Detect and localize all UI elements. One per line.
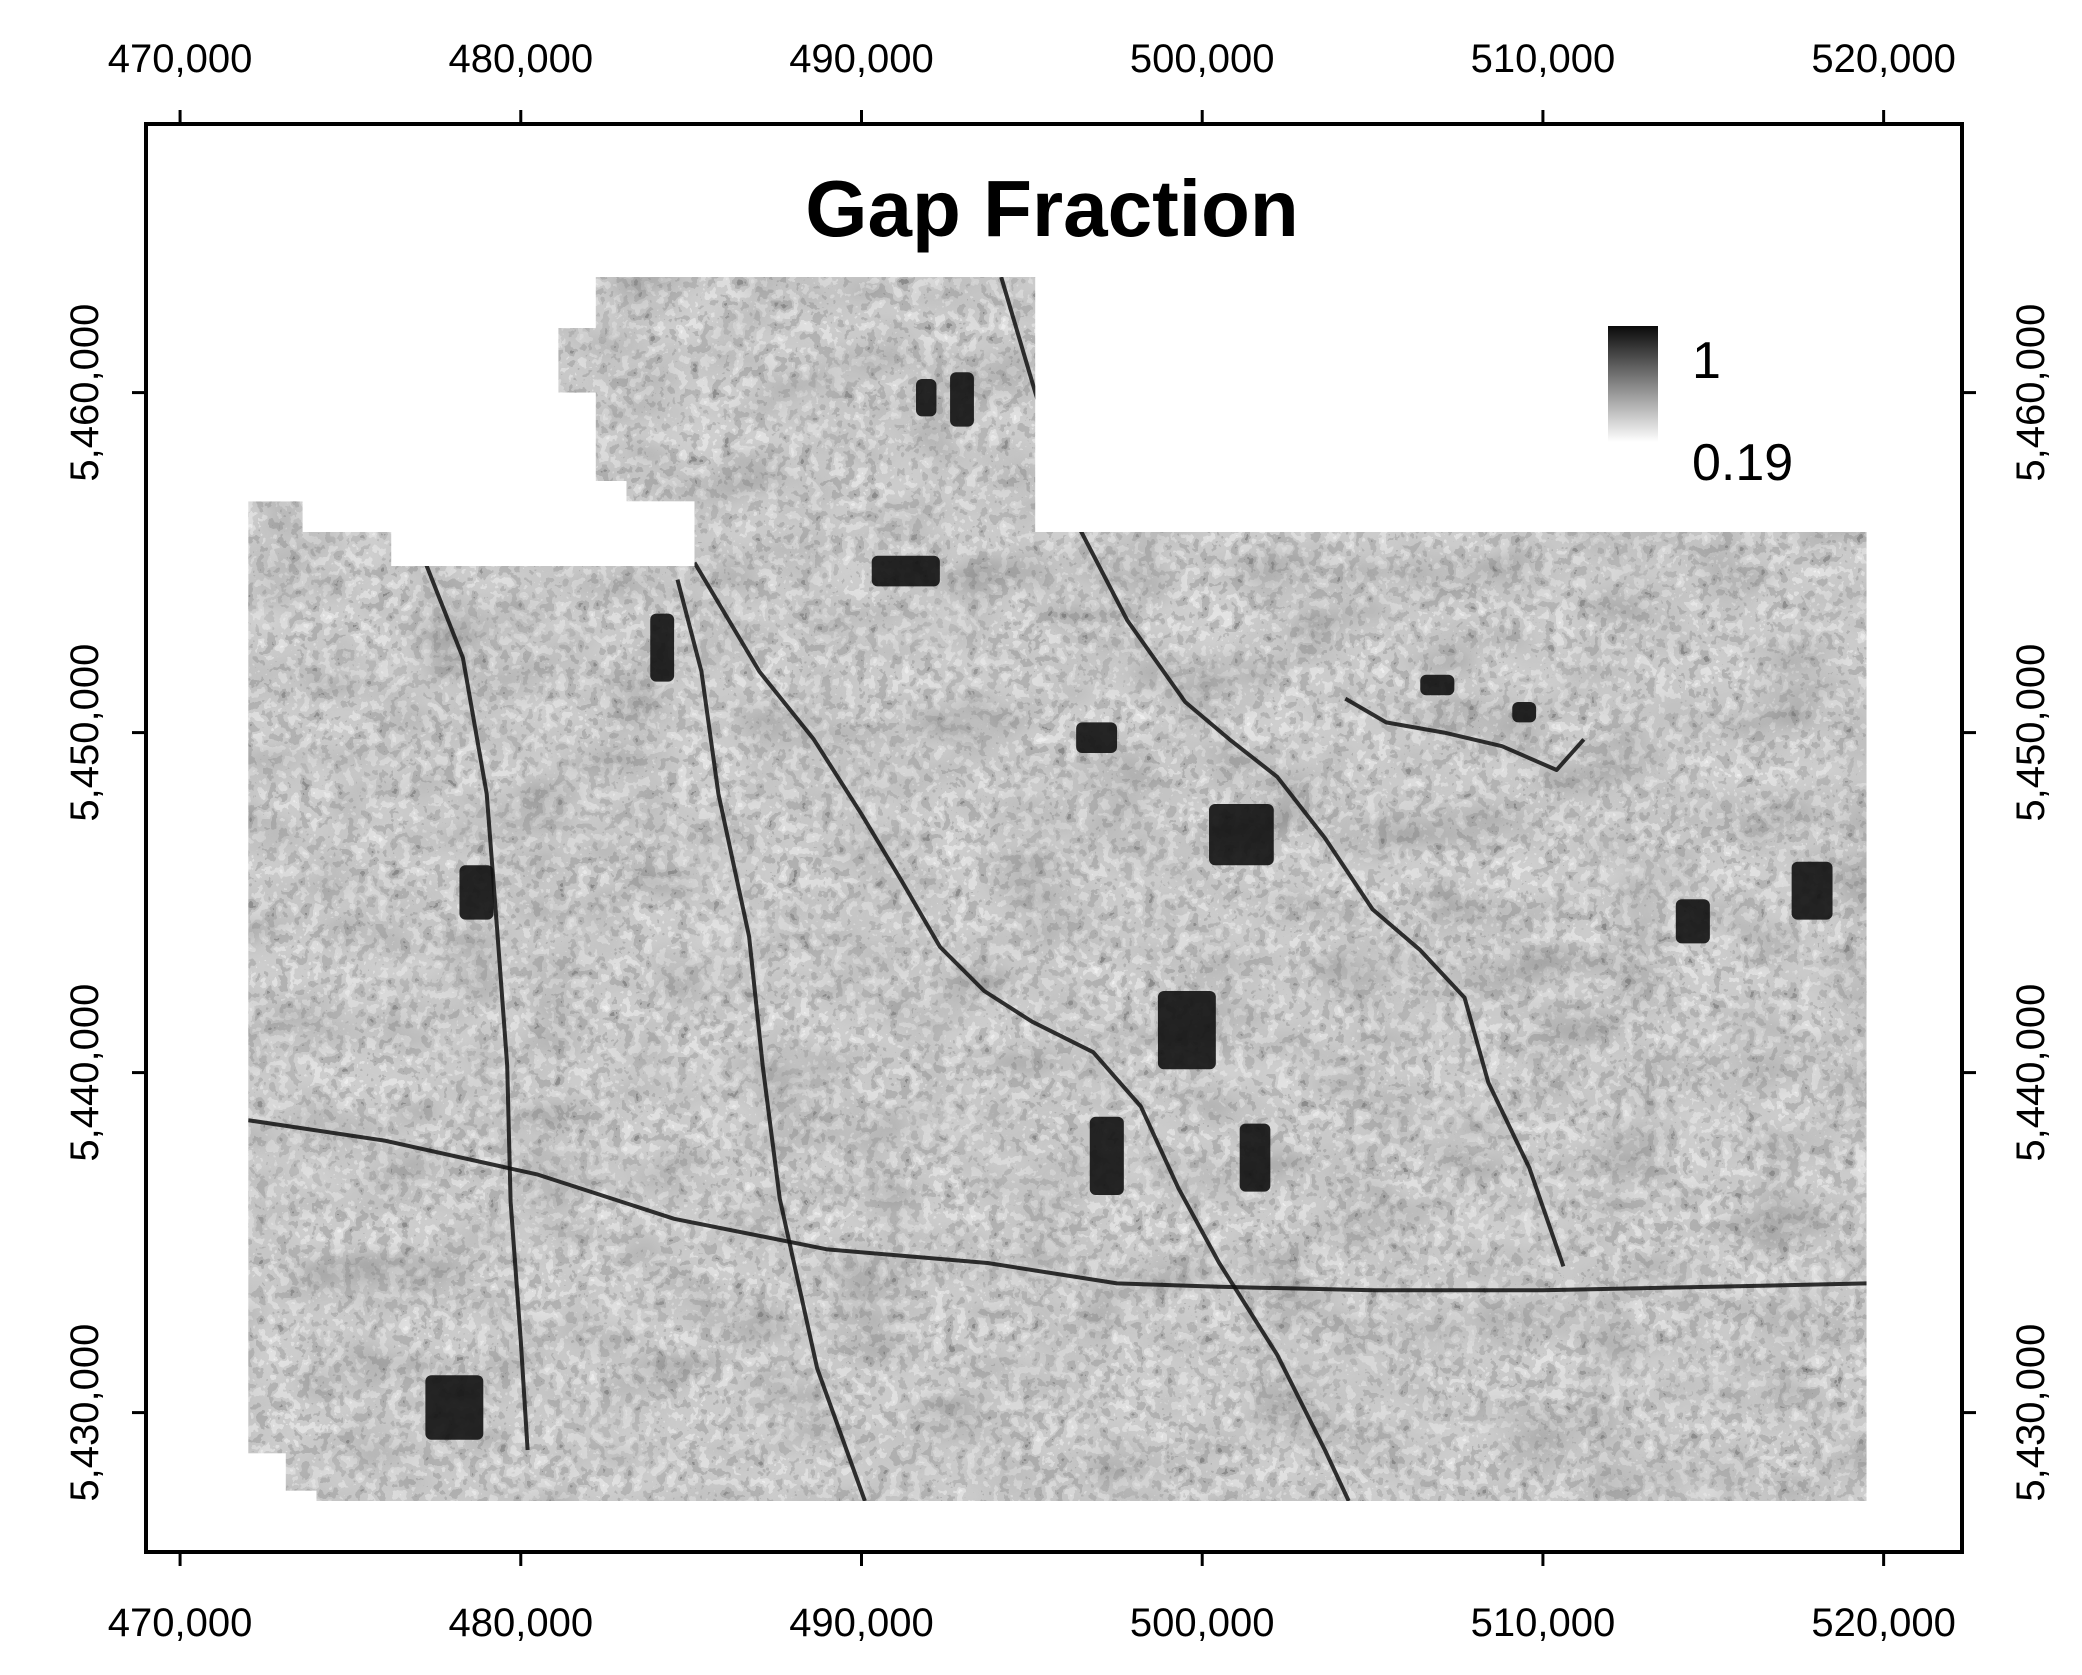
dark-patch bbox=[1420, 674, 1455, 696]
y-tick-label-left: 5,430,000 bbox=[63, 1324, 107, 1502]
x-tick-label-top: 510,000 bbox=[1471, 37, 1616, 81]
x-tick-label-top: 490,000 bbox=[789, 37, 934, 81]
y-tick-label-left: 5,460,000 bbox=[63, 304, 107, 482]
x-tick-label-bottom: 520,000 bbox=[1811, 1601, 1956, 1645]
axes: 470,000 470,000 480,000 480,000 490,000 490,0… bbox=[63, 37, 2053, 1645]
raster-shading bbox=[248, 277, 1867, 1501]
river-line bbox=[423, 561, 530, 1451]
river-group bbox=[248, 277, 1867, 1501]
gap-fraction-raster bbox=[248, 277, 1867, 1501]
x-tick-label-bottom: 470,000 bbox=[108, 1601, 253, 1645]
x-tick-label-top: 520,000 bbox=[1811, 37, 1956, 81]
x-tick-label-top: 500,000 bbox=[1130, 37, 1275, 81]
x-tick-label-top: 480,000 bbox=[448, 37, 593, 81]
y-tick-label-left: 5,450,000 bbox=[63, 644, 107, 822]
map-frame bbox=[144, 122, 1964, 1554]
x-tick-label-bottom: 500,000 bbox=[1130, 1601, 1275, 1645]
river-line bbox=[692, 561, 1351, 1501]
x-tick-label-bottom: 510,000 bbox=[1471, 1601, 1616, 1645]
map-title: Gap Fraction bbox=[805, 164, 1298, 253]
river-line bbox=[248, 1118, 1867, 1293]
x-tick-label-bottom: 490,000 bbox=[789, 1601, 934, 1645]
legend-max-label: 1 bbox=[1692, 332, 1721, 390]
y-tick-label-right: 5,440,000 bbox=[2009, 984, 2053, 1162]
river-line bbox=[675, 579, 867, 1501]
y-tick-label-right: 5,430,000 bbox=[2009, 1324, 2053, 1502]
river-line bbox=[999, 277, 1566, 1268]
dark-patch bbox=[871, 555, 940, 587]
legend: 1 0.19 bbox=[1608, 326, 1793, 492]
x-tick-label-bottom: 480,000 bbox=[448, 1601, 593, 1645]
y-tick-label-right: 5,460,000 bbox=[2009, 304, 2053, 482]
y-tick-label-right: 5,450,000 bbox=[2009, 644, 2053, 822]
dark-patch bbox=[459, 865, 494, 920]
dark-patch bbox=[1209, 804, 1274, 866]
dark-patch bbox=[1512, 702, 1537, 723]
dark-patch bbox=[650, 613, 675, 682]
x-tick-label-top: 470,000 bbox=[108, 37, 253, 81]
dark-patch bbox=[950, 372, 974, 427]
dark-patch bbox=[916, 379, 937, 417]
dark-patch bbox=[1791, 861, 1833, 920]
y-tick-label-left: 5,440,000 bbox=[63, 984, 107, 1162]
legend-min-label: 0.19 bbox=[1692, 434, 1793, 492]
dark-patch bbox=[1675, 899, 1710, 944]
dark-patch bbox=[1076, 722, 1118, 753]
dark-patch-group bbox=[425, 372, 1833, 1440]
dark-patch bbox=[425, 1375, 484, 1440]
dark-patch bbox=[1157, 991, 1216, 1070]
river-line bbox=[1344, 696, 1586, 772]
dark-patch bbox=[1239, 1123, 1271, 1192]
legend-color-ramp bbox=[1608, 326, 1658, 442]
dark-patch bbox=[1089, 1116, 1124, 1195]
